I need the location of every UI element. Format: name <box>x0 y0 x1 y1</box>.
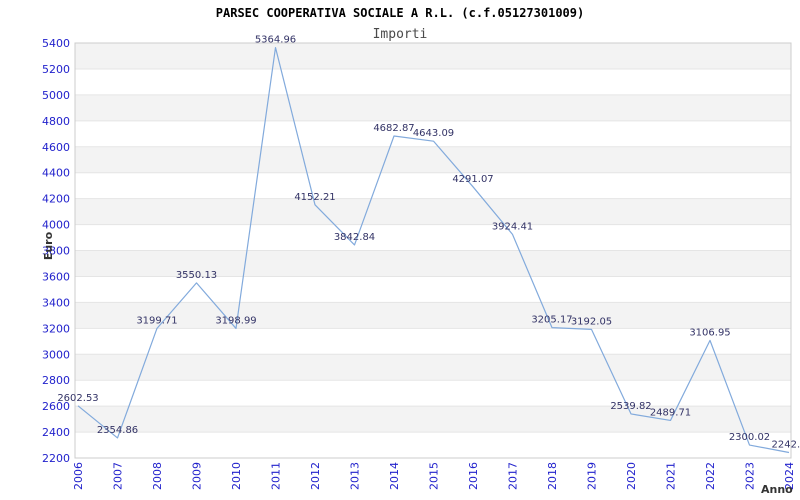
x-tick-label: 2023 <box>744 462 757 490</box>
chart-title: PARSEC COOPERATIVA SOCIALE A R.L. (c.f.0… <box>216 6 584 20</box>
x-tick-label: 2024 <box>783 462 796 490</box>
x-tick-label: 2007 <box>112 462 125 490</box>
x-tick-label: 2012 <box>309 462 322 490</box>
plot-band <box>75 354 791 381</box>
plot-border <box>74 42 792 459</box>
plot-band <box>75 250 791 277</box>
x-tick-label: 2011 <box>270 462 283 490</box>
y-axis-title: Euro <box>42 231 55 260</box>
chart-subtitle: Importi <box>373 27 428 42</box>
x-tick-label: 2015 <box>428 462 441 490</box>
y-tick-label: 5000 <box>42 89 70 102</box>
x-tick-label: 2017 <box>507 462 520 490</box>
y-tick-label: 3000 <box>42 348 70 361</box>
point-label: 3192.05 <box>571 316 612 327</box>
point-label: 3106.95 <box>689 327 730 338</box>
x-tick-label: 2020 <box>625 462 638 490</box>
x-tick-label: 2018 <box>546 462 559 490</box>
point-label: 2602.53 <box>57 393 98 404</box>
plot-band <box>75 198 791 225</box>
point-label: 2354.86 <box>97 425 138 436</box>
point-label: 3205.17 <box>531 315 572 326</box>
point-label: 3842.84 <box>334 232 375 243</box>
y-tick-label: 3800 <box>42 245 70 258</box>
y-tick-label: 2800 <box>42 374 70 387</box>
point-label: 4291.07 <box>452 174 493 185</box>
y-tick-label: 4200 <box>42 193 70 206</box>
x-tick-label: 2016 <box>467 462 480 490</box>
x-axis-title: Anno <box>761 483 793 496</box>
y-tick-label: 4000 <box>42 219 70 232</box>
x-tick-label: 2019 <box>586 462 599 490</box>
point-label: 5364.96 <box>255 35 296 46</box>
x-tick-label: 2014 <box>388 462 401 490</box>
x-tick-label: 2021 <box>665 462 678 490</box>
y-tick-label: 4600 <box>42 141 70 154</box>
x-tick-label: 2008 <box>151 462 164 490</box>
plot-band <box>75 94 791 121</box>
point-label: 3924.41 <box>492 221 533 232</box>
plot-area: 2200 2400 2600 2800 3000 3200 3400 3600 3800 4000… <box>42 35 800 490</box>
point-label: 2242.3 <box>772 440 800 451</box>
y-tick-label: 4800 <box>42 115 70 128</box>
point-label: 2300.02 <box>729 432 770 443</box>
point-label: 4643.09 <box>413 128 454 139</box>
y-tick-label: 2200 <box>42 452 70 465</box>
point-label: 3550.13 <box>176 270 217 281</box>
y-tick-label: 3200 <box>42 322 70 335</box>
x-tick-label: 2013 <box>349 462 362 490</box>
y-tick-label: 5400 <box>42 37 70 50</box>
point-label: 4682.87 <box>373 123 414 134</box>
y-tick-label: 3600 <box>42 270 70 283</box>
point-label: 2489.71 <box>650 407 691 418</box>
plot-band <box>75 146 791 173</box>
y-tick-label: 2600 <box>42 400 70 413</box>
data-line <box>77 46 790 454</box>
x-tick-label: 2022 <box>704 462 717 490</box>
point-label: 3199.71 <box>136 315 177 326</box>
y-tick-label: 5200 <box>42 63 70 76</box>
y-tick-label: 2400 <box>42 426 70 439</box>
plot-band <box>75 302 791 329</box>
point-label: 2539.82 <box>610 401 651 412</box>
x-tick-label: 2010 <box>230 462 243 490</box>
x-tick-label: 2009 <box>191 462 204 490</box>
y-tick-label: 4400 <box>42 167 70 180</box>
point-label: 3198.99 <box>215 315 256 326</box>
y-tick-label: 3400 <box>42 296 70 309</box>
plot-band <box>75 43 791 69</box>
point-label: 4152.21 <box>294 192 335 203</box>
x-tick-label: 2006 <box>72 462 85 490</box>
